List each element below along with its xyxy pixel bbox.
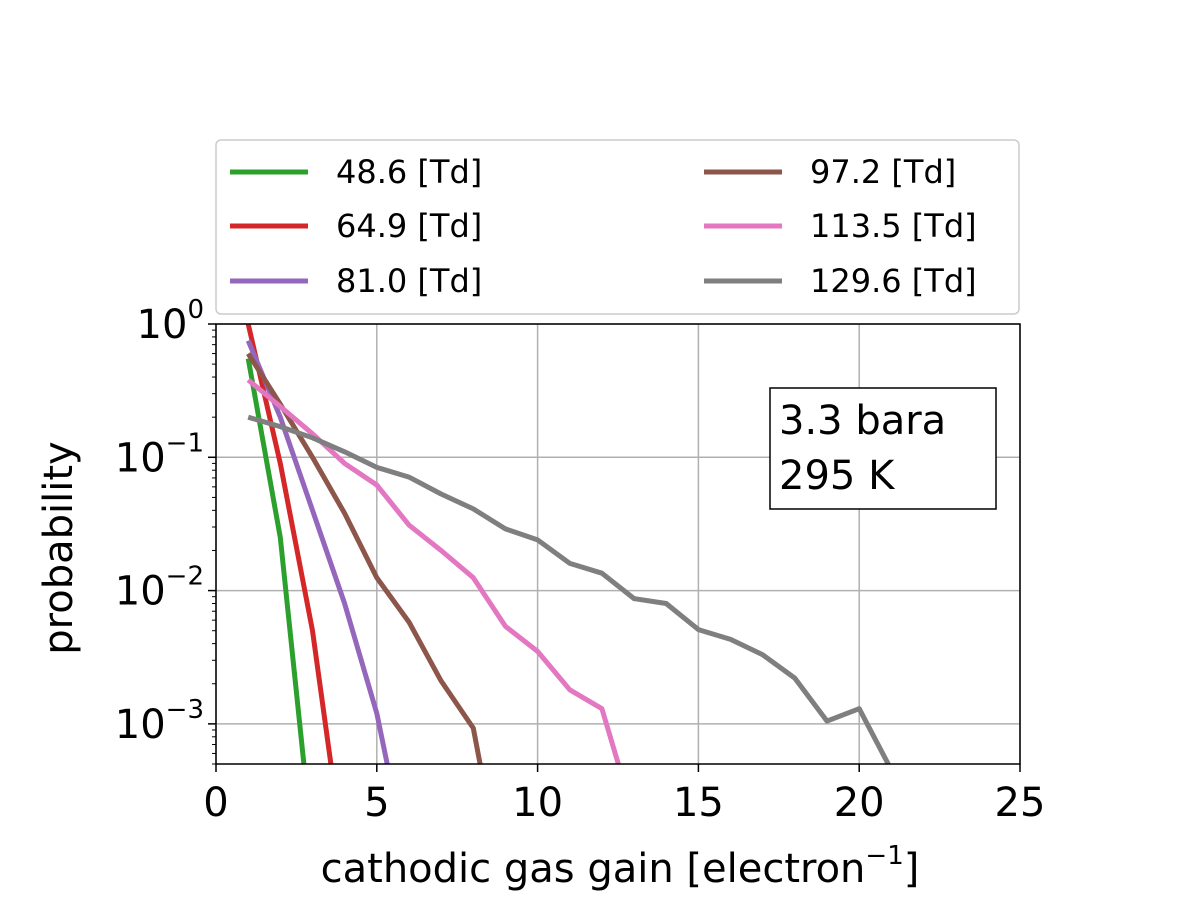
legend-entry-2: 64.9 [Td]	[230, 207, 482, 245]
y-tick-label: 10−3	[115, 695, 204, 748]
x-axis-ticks: 0 5 10 15 20 25	[203, 764, 1045, 826]
x-tick-label: 10	[512, 780, 563, 826]
legend-entry-6: 129.6 [Td]	[704, 262, 977, 300]
legend-entry-1: 48.6 [Td]	[230, 153, 482, 191]
x-tick-label: 25	[995, 780, 1046, 826]
y-tick-label: 10−1	[115, 428, 204, 481]
series-line-4	[246, 352, 483, 764]
y-tick-label: 100	[137, 295, 204, 348]
x-tick-label: 5	[364, 780, 389, 826]
y-axis-label: probability	[36, 441, 82, 654]
x-tick-label: 15	[673, 780, 724, 826]
legend-label: 48.6 [Td]	[336, 153, 482, 191]
annotation-box: 3.3 bara 295 K	[769, 387, 997, 510]
series-line-5	[246, 378, 621, 764]
annotation-line-2: 295 K	[779, 453, 896, 499]
x-tick-label: 20	[834, 780, 885, 826]
plot-frame	[215, 323, 1021, 765]
legend-frame	[215, 139, 1020, 315]
y-tick-label: 10−2	[115, 562, 204, 615]
series-line-6	[247, 414, 892, 764]
legend-label: 81.0 [Td]	[336, 262, 482, 300]
y-axis-ticks: 100 10−1 10−2 10−3	[115, 295, 216, 748]
x-axis-label: cathodic gas gain [electron−1]	[321, 841, 920, 892]
x-tick-label: 0	[203, 780, 228, 826]
legend-label: 113.5 [Td]	[810, 207, 977, 245]
legend-entry-3: 81.0 [Td]	[230, 262, 482, 300]
legend: 48.6 [Td] 64.9 [Td] 81.0 [Td] 97.2 [Td] 113.…	[215, 139, 1020, 315]
legend-entry-4: 97.2 [Td]	[704, 153, 956, 191]
legend-entry-5: 113.5 [Td]	[704, 207, 977, 245]
legend-label: 64.9 [Td]	[336, 207, 482, 245]
legend-label: 97.2 [Td]	[810, 153, 956, 191]
series-layer	[245, 324, 892, 764]
legend-label: 129.6 [Td]	[810, 262, 977, 300]
annotation-line-1: 3.3 bara	[779, 398, 946, 444]
